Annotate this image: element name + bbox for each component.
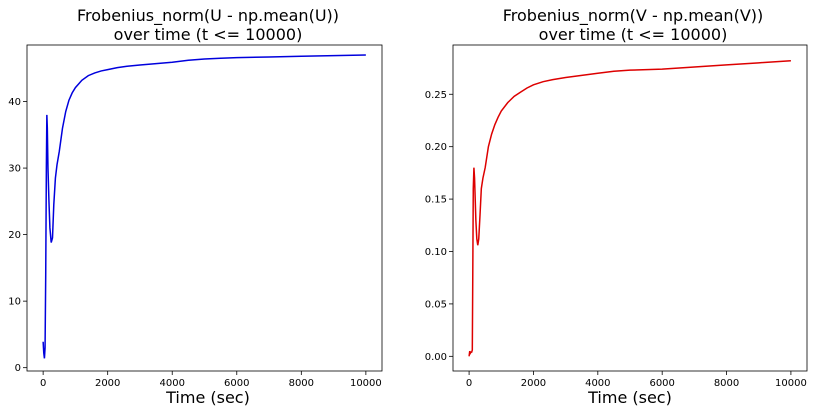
x-tick-label: 0 — [40, 378, 46, 389]
y-tick-label: 30 — [8, 164, 21, 175]
chart-title-line1: Frobenius_norm(U - np.mean(U)) — [77, 6, 339, 26]
chart-title-line2: over time (t <= 10000) — [114, 25, 303, 44]
x-axis-label: Time (sec) — [165, 388, 250, 407]
x-tick-label: 2000 — [521, 378, 546, 389]
tick-group: 0 2000 4000 6000 8000 10000 0 10 20 30 40 — [8, 97, 382, 389]
series-line-u — [42, 54, 366, 359]
x-tick-label: 4000 — [160, 378, 185, 389]
plot-frame — [452, 44, 808, 372]
x-tick-label: 6000 — [649, 378, 674, 389]
y-tick-label: 0.05 — [425, 299, 447, 310]
x-tick-label: 10000 — [775, 378, 807, 389]
x-tick-label: 8000 — [714, 378, 739, 389]
tick-group: 0 2000 4000 6000 8000 10000 0.00 0.05 0.10 0.15 0.… — [425, 90, 807, 389]
chart-title-line2: over time (t <= 10000) — [539, 25, 728, 44]
x-tick-label: 2000 — [95, 378, 120, 389]
y-tick-label: 0 — [15, 363, 21, 374]
y-tick-label: 0.10 — [425, 247, 447, 258]
y-tick-label: 0.00 — [425, 352, 447, 363]
chart-title-line1: Frobenius_norm(V - np.mean(V)) — [503, 6, 764, 26]
x-tick-label: 10000 — [350, 378, 382, 389]
y-tick-label: 10 — [8, 297, 21, 308]
x-tick-label: 8000 — [289, 378, 314, 389]
x-tick-label: 6000 — [224, 378, 249, 389]
y-tick-label: 40 — [8, 97, 21, 108]
x-tick-label: 0 — [466, 378, 472, 389]
y-tick-label: 0.15 — [425, 195, 447, 206]
chart-v-norm: Frobenius_norm(V - np.mean(V)) over time… — [425, 6, 808, 407]
y-tick-label: 20 — [8, 230, 21, 241]
x-axis-label: Time (sec) — [587, 388, 672, 407]
chart-u-norm: Frobenius_norm(U - np.mean(U)) over time… — [8, 6, 383, 407]
y-tick-label: 0.20 — [425, 142, 447, 153]
series-line-v — [468, 59, 791, 357]
plot-frame — [26, 44, 383, 372]
x-tick-label: 4000 — [585, 378, 610, 389]
y-tick-label: 0.25 — [425, 90, 447, 101]
